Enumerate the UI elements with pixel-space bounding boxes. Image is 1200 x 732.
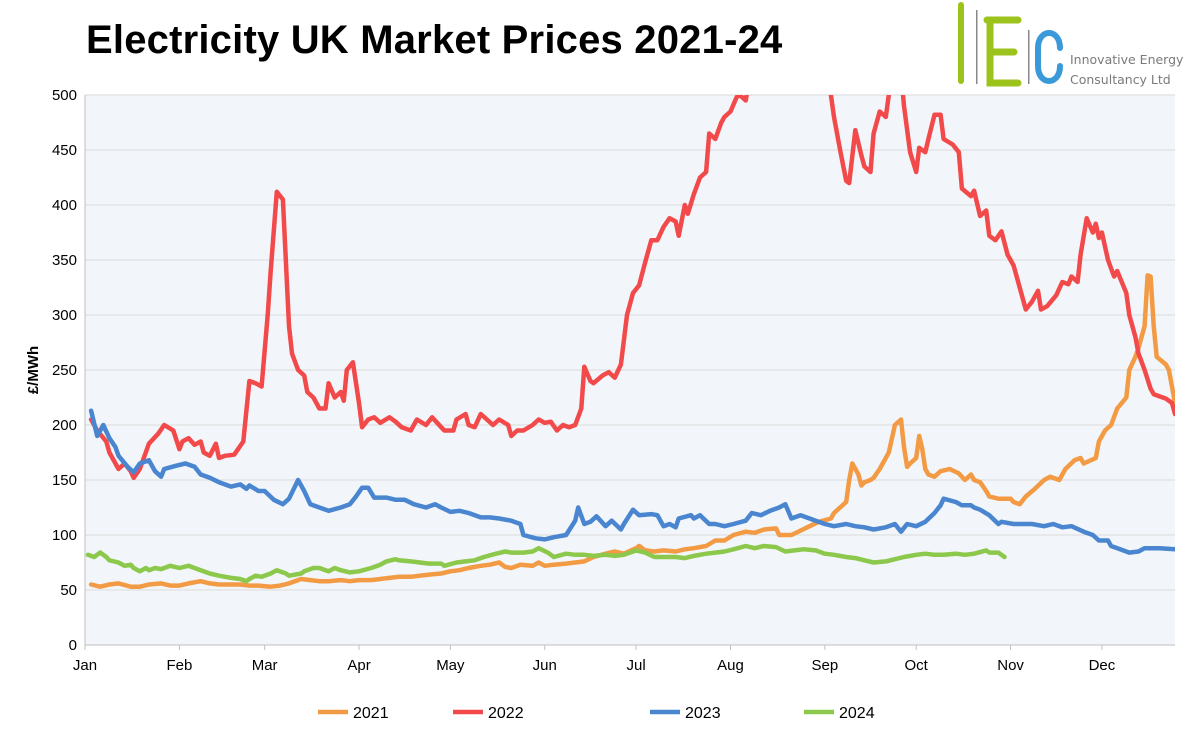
- legend-label-2021: 2021: [353, 705, 389, 722]
- y-axis-label: £/MWh: [25, 346, 42, 394]
- series-line-2022: [88, 95, 1175, 481]
- y-tick-label: 0: [69, 637, 77, 654]
- x-tick-label: Apr: [347, 657, 370, 674]
- legend-label-2023: 2023: [685, 705, 721, 722]
- y-tick-label: 50: [60, 582, 77, 599]
- x-tick-label: Nov: [997, 657, 1024, 674]
- x-tick-label: Aug: [717, 657, 744, 674]
- y-tick-label: 400: [52, 197, 77, 214]
- y-tick-label: 450: [52, 142, 77, 159]
- y-tick-label: 100: [52, 527, 77, 544]
- x-tick-label: Feb: [166, 657, 192, 674]
- series-line-2024: [85, 543, 1007, 584]
- x-tick-label: Sep: [812, 657, 839, 674]
- x-tick-label: Jun: [533, 657, 557, 674]
- series-line-2021: [88, 273, 1175, 589]
- x-tick-label: Dec: [1089, 657, 1116, 674]
- iec-logo-mark-icon: [958, 2, 1063, 87]
- company-logo: Innovative Energy Consultancy Ltd: [952, 0, 1200, 95]
- x-tick-label: Mar: [252, 657, 278, 674]
- x-tick-label: May: [436, 657, 465, 674]
- logo-text-line2: Consultancy Ltd: [1070, 72, 1171, 87]
- logo-text-line1: Innovative Energy: [1070, 52, 1184, 67]
- x-tick-label: Jan: [73, 657, 97, 674]
- y-tick-label: 150: [52, 472, 77, 489]
- legend-label-2024: 2024: [839, 705, 875, 722]
- y-tick-label: 500: [52, 87, 77, 104]
- series-line-2023: [88, 408, 1175, 555]
- x-tick-label: Jul: [626, 657, 645, 674]
- y-tick-label: 250: [52, 362, 77, 379]
- y-tick-label: 350: [52, 252, 77, 269]
- y-tick-label: 200: [52, 417, 77, 434]
- y-tick-label: 300: [52, 307, 77, 324]
- chart-title: Electricity UK Market Prices 2021-24: [86, 18, 783, 62]
- x-tick-label: Oct: [905, 657, 929, 674]
- legend-label-2022: 2022: [488, 705, 524, 722]
